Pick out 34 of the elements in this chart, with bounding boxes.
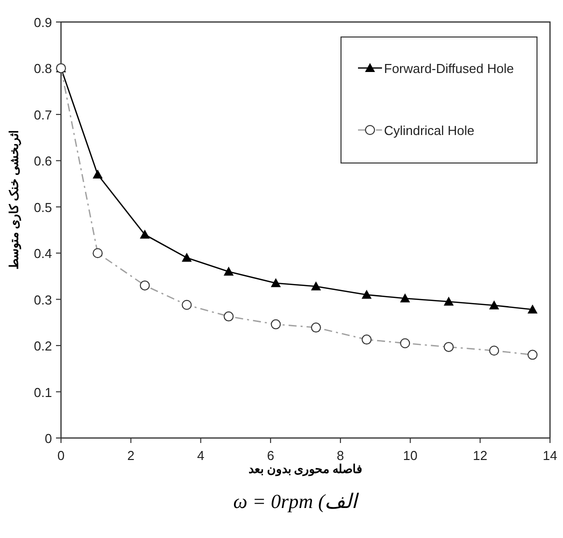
point <box>400 293 410 302</box>
y-tick-label: 0.9 <box>34 15 52 30</box>
y-tick-label: 0.2 <box>34 338 52 354</box>
y-tick-label: 0.7 <box>34 107 52 122</box>
y-tick-label: 0.4 <box>34 246 52 262</box>
x-tick-label: 0 <box>57 448 65 463</box>
y-tick-label: 0.1 <box>34 384 52 400</box>
point <box>224 266 234 276</box>
point <box>310 281 321 290</box>
x-tick-label: 14 <box>542 448 558 463</box>
x-tick-label: 6 <box>266 448 274 463</box>
y-axis-title: اثربخشی خنک کاری متوسط <box>7 130 22 270</box>
point <box>92 170 103 179</box>
point <box>140 230 150 239</box>
x-axis-title: فاصله محوری بدون بعد <box>248 462 363 477</box>
y-tick-label: 0.5 <box>34 200 52 215</box>
legend-label: Forward-Diffused Hole <box>384 61 514 76</box>
x-tick-label: 2 <box>127 448 134 463</box>
y-tick-label: 0.3 <box>34 292 52 308</box>
text: الف) ω = 0rpm <box>233 491 360 513</box>
point <box>182 252 192 262</box>
point <box>270 278 281 288</box>
point <box>489 300 500 310</box>
x-tick-label: 12 <box>472 448 488 463</box>
point <box>444 296 454 306</box>
x-tick-label: 8 <box>336 448 344 463</box>
point <box>528 304 538 314</box>
y-tick-label: 0.6 <box>34 154 52 169</box>
legend-label: Cylindrical Hole <box>384 123 474 138</box>
x-tick-label: 4 <box>197 448 204 463</box>
y-tick-label: 0 <box>44 431 52 446</box>
x-tick-label: 10 <box>403 448 418 463</box>
point <box>362 290 372 299</box>
y-tick-label: 0.8 <box>34 61 52 76</box>
